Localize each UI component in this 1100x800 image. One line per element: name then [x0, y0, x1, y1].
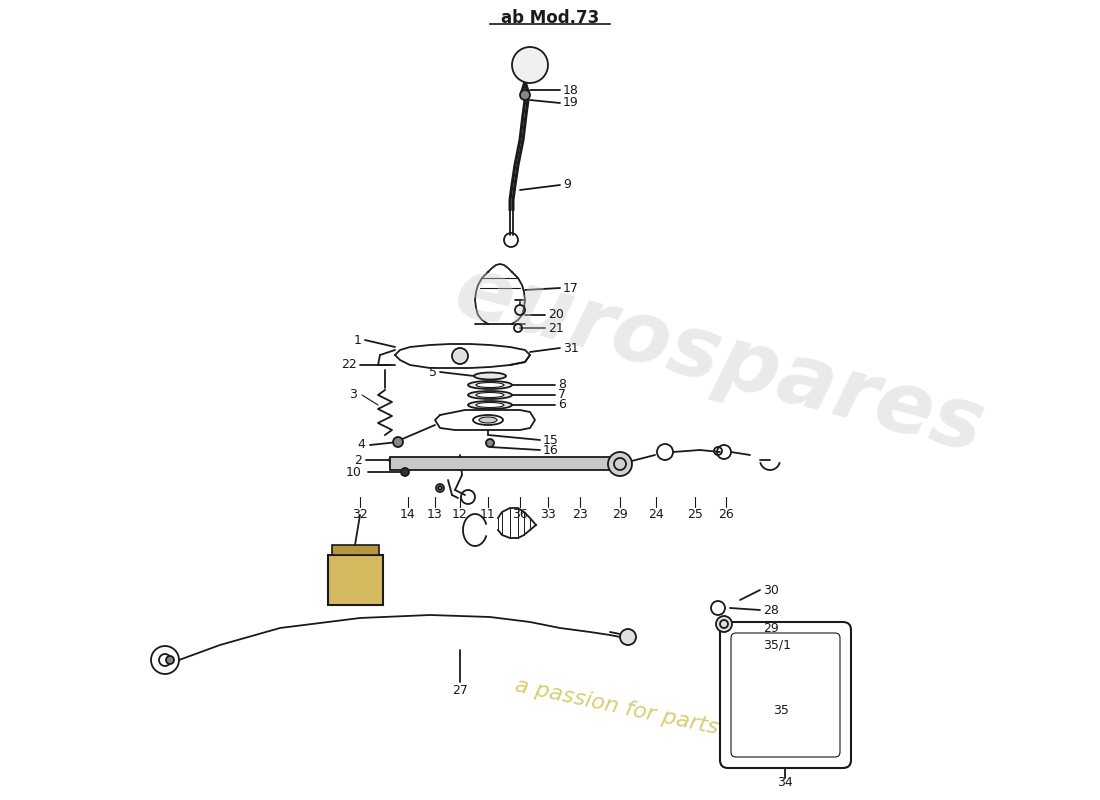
Bar — [390, 457, 625, 470]
Text: 24: 24 — [648, 509, 664, 522]
Text: 11: 11 — [480, 509, 496, 522]
Text: 36: 36 — [513, 509, 528, 522]
Circle shape — [620, 629, 636, 645]
Text: 1: 1 — [354, 334, 362, 346]
Text: 17: 17 — [563, 282, 579, 294]
Text: 21: 21 — [548, 322, 563, 334]
Text: 27: 27 — [452, 683, 468, 697]
Text: ab Mod.73: ab Mod.73 — [500, 9, 600, 27]
Ellipse shape — [474, 373, 506, 379]
Bar — [332, 545, 380, 555]
Text: 16: 16 — [543, 443, 559, 457]
Text: 35/1: 35/1 — [763, 638, 791, 651]
Text: 30: 30 — [763, 583, 779, 597]
Ellipse shape — [476, 402, 504, 407]
Text: 6: 6 — [558, 398, 565, 411]
Circle shape — [438, 486, 442, 490]
Text: 33: 33 — [540, 509, 556, 522]
Ellipse shape — [476, 393, 504, 398]
Text: 29: 29 — [612, 509, 628, 522]
Text: 34: 34 — [777, 777, 793, 790]
Circle shape — [402, 468, 409, 476]
Text: a passion for parts since 1985: a passion for parts since 1985 — [514, 675, 847, 765]
Text: 12: 12 — [452, 509, 468, 522]
Circle shape — [657, 444, 673, 460]
Text: 31: 31 — [563, 342, 579, 354]
Text: 8: 8 — [558, 378, 566, 391]
Text: 19: 19 — [563, 97, 579, 110]
Circle shape — [716, 616, 732, 632]
Ellipse shape — [468, 391, 512, 399]
Text: 23: 23 — [572, 509, 587, 522]
Circle shape — [512, 47, 548, 83]
Text: 35: 35 — [773, 703, 789, 717]
Text: 28: 28 — [763, 603, 779, 617]
Circle shape — [711, 601, 725, 615]
Text: 2: 2 — [354, 454, 362, 466]
Ellipse shape — [468, 401, 512, 409]
Bar — [328, 555, 383, 605]
Ellipse shape — [468, 381, 512, 389]
Circle shape — [608, 452, 632, 476]
Text: 18: 18 — [563, 83, 579, 97]
Circle shape — [166, 656, 174, 664]
Text: 9: 9 — [563, 178, 571, 191]
Circle shape — [486, 439, 494, 447]
Text: 4: 4 — [358, 438, 365, 451]
FancyBboxPatch shape — [720, 622, 851, 768]
Text: 5: 5 — [429, 366, 437, 378]
Text: 10: 10 — [346, 466, 362, 478]
Ellipse shape — [476, 382, 504, 387]
Text: 26: 26 — [718, 509, 734, 522]
Text: 14: 14 — [400, 509, 416, 522]
Text: eurospares: eurospares — [447, 250, 993, 470]
Circle shape — [393, 437, 403, 447]
Text: 20: 20 — [548, 309, 564, 322]
Ellipse shape — [478, 417, 497, 423]
Text: 7: 7 — [558, 389, 566, 402]
Text: 25: 25 — [688, 509, 703, 522]
Circle shape — [520, 90, 530, 100]
Circle shape — [452, 348, 468, 364]
Ellipse shape — [473, 415, 503, 425]
Text: 32: 32 — [352, 509, 367, 522]
Text: 22: 22 — [341, 358, 358, 371]
Text: 3: 3 — [349, 389, 358, 402]
Circle shape — [160, 654, 170, 666]
Text: 29: 29 — [763, 622, 779, 634]
Text: 13: 13 — [427, 509, 443, 522]
Text: 15: 15 — [543, 434, 559, 446]
